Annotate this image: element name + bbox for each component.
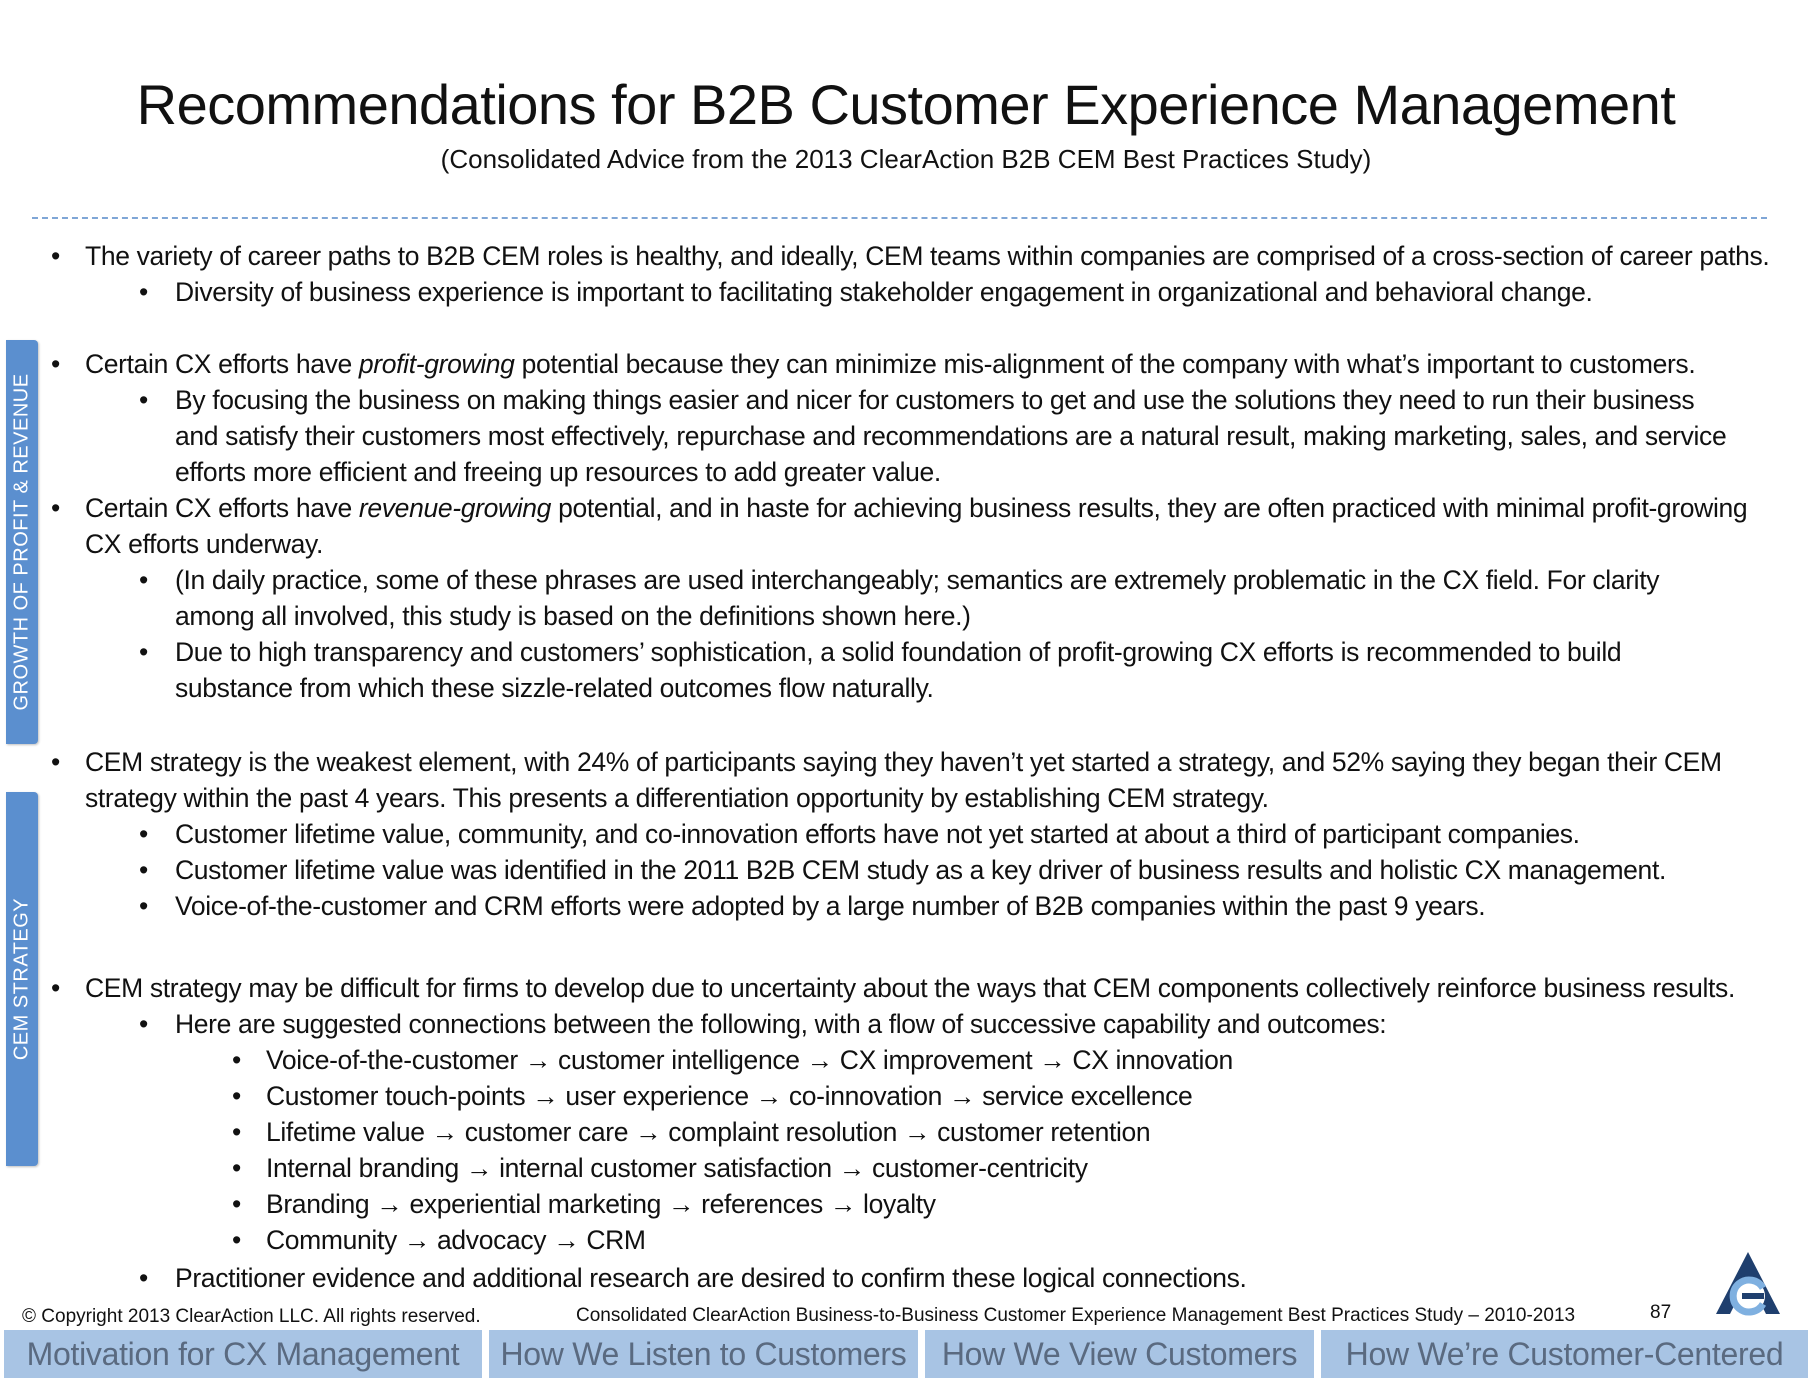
bullet-profit-growing: Certain CX efforts have profit-growing p… <box>51 346 1775 382</box>
bullet-practitioner-evidence: Practitioner evidence and additional res… <box>139 1260 1735 1296</box>
bullet-profit-growing-post: potential because they can minimize mis-… <box>514 349 1696 379</box>
bullet-lifetime-community: Customer lifetime value, community, and … <box>139 816 1735 852</box>
side-tab-cem-strategy[interactable]: CEM STRATEGY <box>6 792 38 1166</box>
page-subtitle: (Consolidated Advice from the 2013 Clear… <box>440 144 1372 174</box>
bullet-suggested-connections: Here are suggested connections between t… <box>139 1006 1735 1042</box>
bullet-daily-practice: (In daily practice, some of these phrase… <box>139 562 1735 634</box>
flow-item: Voice-of-the-customer → customer intelli… <box>232 1042 1666 1078</box>
bullet-revenue-growing-pre: Certain CX efforts have <box>85 493 359 523</box>
side-tab-cem-strategy-label: CEM STRATEGY <box>10 897 33 1061</box>
flow-item: Community → advocacy → CRM <box>232 1222 1666 1258</box>
bullet-revenue-growing: Certain CX efforts have revenue-growing … <box>51 490 1775 562</box>
page-title: Recommendations for B2B Customer Experie… <box>136 73 1676 136</box>
bullet-career-paths: The variety of career paths to B2B CEM r… <box>51 238 1775 274</box>
flow-item: Internal branding → internal customer sa… <box>232 1150 1666 1186</box>
bullet-lifetime-2011: Customer lifetime value was identified i… <box>139 852 1735 888</box>
flow-item: Branding → experiential marketing → refe… <box>232 1186 1666 1222</box>
bullet-revenue-growing-post: potential, and in haste for achieving bu… <box>85 493 1748 559</box>
nav-tab-view[interactable]: How We View Customers <box>925 1330 1314 1378</box>
side-tab-growth[interactable]: GROWTH OF PROFIT & REVENUE <box>6 340 38 744</box>
bullet-voc-crm: Voice-of-the-customer and CRM efforts we… <box>139 888 1735 924</box>
bullet-cem-difficult: CEM strategy may be difficult for firms … <box>51 970 1775 1006</box>
nav-tab-motivation[interactable]: Motivation for CX Management <box>4 1330 482 1378</box>
dashed-divider <box>32 217 1767 219</box>
clearaction-logo-icon <box>1716 1252 1780 1316</box>
nav-tab-customer-centered[interactable]: How We’re Customer-Centered <box>1321 1330 1808 1378</box>
bullet-focusing-business: By focusing the business on making thing… <box>139 382 1735 490</box>
bullet-profit-growing-pre: Certain CX efforts have <box>85 349 359 379</box>
bottom-nav: Motivation for CX Management How We List… <box>0 1330 1812 1378</box>
bullet-revenue-growing-em: revenue-growing <box>358 493 552 523</box>
flow-item: Lifetime value → customer care → complai… <box>232 1114 1666 1150</box>
footer-copyright: © Copyright 2013 ClearAction LLC. All ri… <box>22 1306 481 1327</box>
bullet-transparency: Due to high transparency and customers’ … <box>139 634 1735 706</box>
flow-item: Customer touch-points → user experience … <box>232 1078 1666 1114</box>
side-tab-growth-label: GROWTH OF PROFIT & REVENUE <box>10 373 33 711</box>
bullet-profit-growing-em: profit-growing <box>358 349 515 379</box>
bullet-diversity: Diversity of business experience is impo… <box>139 274 1735 310</box>
page-number: 87 <box>1650 1302 1672 1323</box>
bullet-cem-strategy-weakest: CEM strategy is the weakest element, wit… <box>51 744 1775 816</box>
nav-tab-listen[interactable]: How We Listen to Customers <box>489 1330 918 1378</box>
footer-study-name: Consolidated ClearAction Business-to-Bus… <box>576 1305 1576 1326</box>
